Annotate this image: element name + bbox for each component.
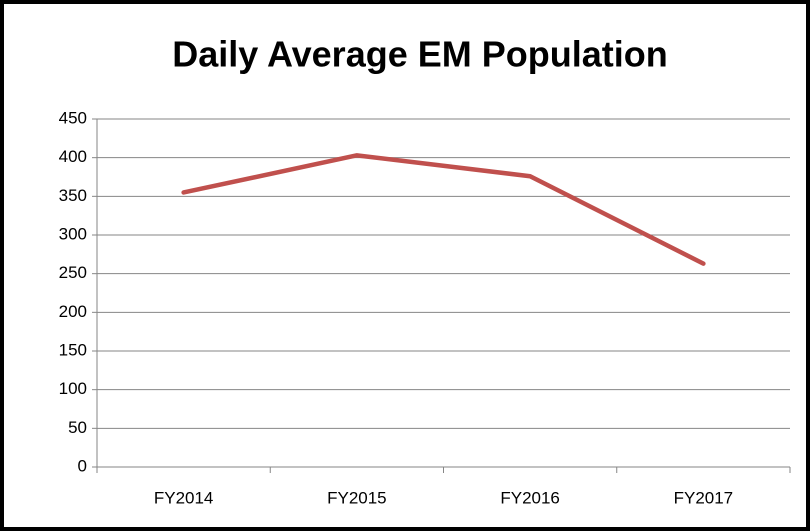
x-tick-label: FY2016 [500, 488, 560, 507]
y-tick-label: 150 [59, 340, 87, 359]
x-tick-label: FY2015 [327, 488, 387, 507]
y-tick-label: 450 [59, 108, 87, 127]
y-tick-label: 350 [59, 186, 87, 205]
chart-title: Daily Average EM Population [172, 34, 667, 75]
y-tick-label: 200 [59, 302, 87, 321]
y-tick-label: 0 [78, 456, 87, 475]
data-line [181, 153, 706, 266]
y-tick-label: 400 [59, 147, 87, 166]
x-tick-label: FY2017 [674, 488, 734, 507]
y-tick-label: 250 [59, 263, 87, 282]
y-tick-label: 50 [68, 418, 87, 437]
x-tick-label: FY2014 [154, 488, 214, 507]
y-tick-label: 300 [59, 224, 87, 243]
y-tick-label: 100 [59, 379, 87, 398]
